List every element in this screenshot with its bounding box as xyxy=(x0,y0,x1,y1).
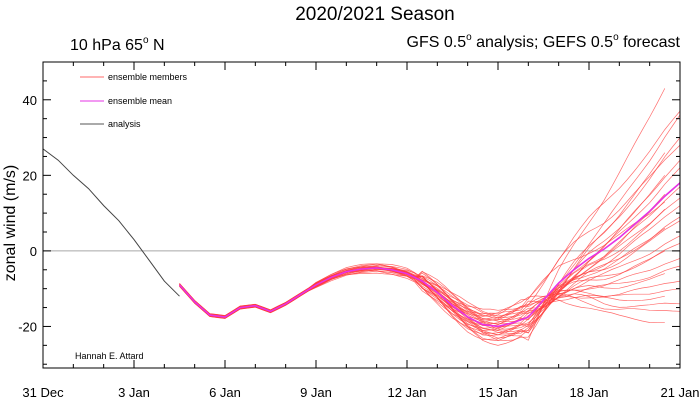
ensemble-mean-group xyxy=(178,182,681,328)
subtitle-right-part-b: analysis; GEFS 0.5 xyxy=(472,34,613,51)
y-axis-label: zonal wind (m/s) xyxy=(2,165,19,281)
analysis-line xyxy=(42,148,180,297)
subtitle-left-tail: N xyxy=(149,37,165,54)
x-tick-label: 15 Jan xyxy=(478,385,517,400)
y-ticks-group: -20 0 20 40 xyxy=(18,61,680,365)
subtitle-left-superscript: o xyxy=(143,35,149,46)
ensemble-member-line xyxy=(179,201,666,317)
legend-label-ensemble-mean: ensemble mean xyxy=(108,96,172,106)
ensemble-member-line xyxy=(179,216,681,325)
subtitle-right: GFS 0.5o analysis; GEFS 0.5o forecast xyxy=(407,32,681,51)
subtitle-left-main: 10 hPa 65 xyxy=(70,37,143,54)
y-tick-label: 40 xyxy=(23,93,37,108)
x-tick-label: 31 Dec xyxy=(22,385,64,400)
plot-frame xyxy=(42,61,681,369)
y-tick-label: -20 xyxy=(18,319,37,334)
x-ticks-group: 31 Dec 3 Jan 6 Jan 9 Jan 12 Jan 15 Jan 18 Jan 2… xyxy=(22,62,700,400)
subtitle-right-part-a: GFS 0.5 xyxy=(407,34,467,51)
x-tick-label: 21 Jan xyxy=(660,385,699,400)
legend-label-ensemble-members: ensemble members xyxy=(108,72,188,82)
subtitle-right-superscript-b: o xyxy=(613,32,619,43)
ensemble-mean-line xyxy=(178,182,681,328)
x-tick-label: 12 Jan xyxy=(387,385,426,400)
ensemble-members-group xyxy=(179,88,681,346)
ensemble-member-line xyxy=(179,186,681,336)
y-tick-label: 20 xyxy=(23,168,37,183)
ensemble-member-line xyxy=(179,266,665,324)
chart-title: 2020/2021 Season xyxy=(295,4,455,25)
x-tick-label: 18 Jan xyxy=(569,385,608,400)
x-tick-label: 9 Jan xyxy=(300,385,332,400)
x-tick-label: 3 Jan xyxy=(118,385,150,400)
subtitle-left: 10 hPa 65o N xyxy=(70,35,165,54)
analysis-group xyxy=(42,148,180,297)
y-tick-label: 0 xyxy=(30,244,37,259)
x-tick-label: 6 Jan xyxy=(209,385,241,400)
legend-label-analysis: analysis xyxy=(108,119,141,129)
ensemble-member-line xyxy=(179,250,665,328)
ensemble-member-line xyxy=(179,266,665,320)
subtitle-right-part-c: forecast xyxy=(619,34,681,51)
subtitle-right-superscript-a: o xyxy=(466,32,472,43)
legend: ensemble members ensemble mean analysis xyxy=(80,72,188,129)
ensemble-member-line xyxy=(179,205,681,336)
ensemble-member-line xyxy=(179,265,681,325)
ensemble-member-line xyxy=(179,175,666,335)
ensemble-member-line xyxy=(179,152,666,341)
credit-text: Hannah E. Attard xyxy=(75,351,144,361)
ensemble-member-line xyxy=(179,182,681,339)
